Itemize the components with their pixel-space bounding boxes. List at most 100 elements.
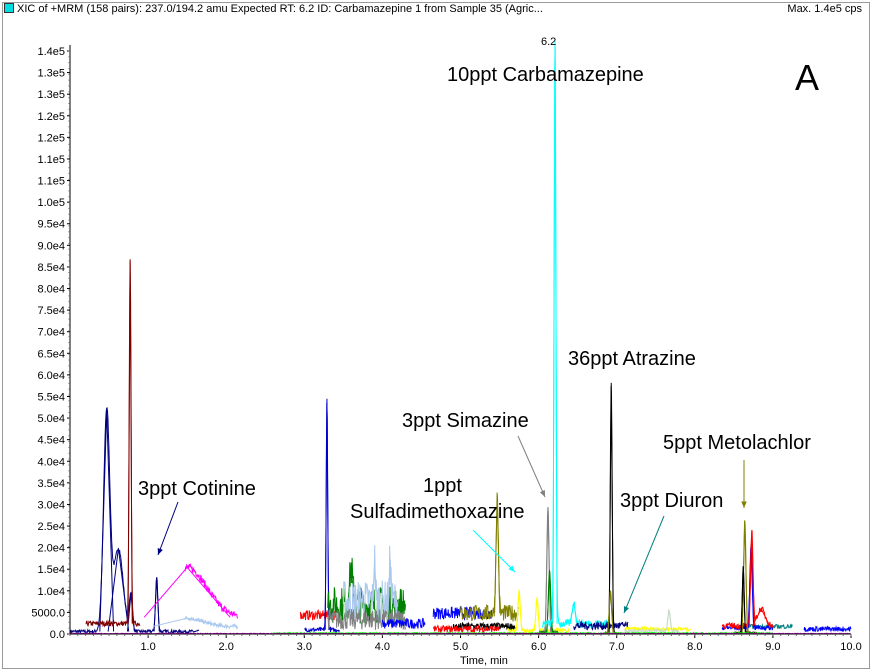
- y-tick-label: 7.5e4: [37, 305, 65, 317]
- x-tick-label: 3.0: [297, 641, 312, 653]
- trace-7-peak-0: [372, 559, 377, 601]
- simazine-arrow-line: [517, 435, 546, 498]
- trace-0-peak-3: [153, 577, 160, 632]
- y-tick-label: 1.2e5: [37, 132, 65, 144]
- y-tick-label: 1.5e4: [37, 564, 65, 576]
- y-tick-label: 3.5e4: [37, 478, 65, 490]
- y-tick-label: 8.5e4: [37, 262, 65, 274]
- y-tick-label: 1.0e4: [37, 586, 65, 598]
- x-tick-label: 7.0: [609, 641, 624, 653]
- max-intensity: Max. 1.4e5 cps: [787, 3, 862, 15]
- y-tick-label: 0.0: [50, 629, 65, 641]
- trace-6: [327, 557, 406, 624]
- trace-17-peak-0: [552, 40, 558, 624]
- x-axis-label: Time, min: [460, 655, 508, 667]
- y-tick-label: 1.3e5: [37, 68, 65, 80]
- cotinine-arrowhead-icon: [157, 548, 163, 555]
- x-tick-label: 4.0: [375, 641, 390, 653]
- y-tick-label: 2.0e4: [37, 543, 65, 555]
- diuron-arrow-line: [623, 515, 665, 614]
- y-tick-label: 5.5e4: [37, 391, 65, 403]
- y-tick-label: 1.4e5: [37, 46, 65, 58]
- y-tick-label: 6.0e4: [37, 370, 65, 382]
- trace-20-peak-0: [607, 591, 614, 633]
- metolachlor-arrowhead-icon: [741, 501, 747, 508]
- trace-2-peak-0: [143, 566, 231, 618]
- trace-11-peak-0: [494, 496, 501, 614]
- annotation-sulfadimethoxazine: Sulfadimethoxazine: [350, 501, 525, 523]
- trace-23: [741, 622, 793, 631]
- trace-1-peak-0: [127, 259, 133, 624]
- trace-17-peak-1: [569, 602, 578, 624]
- trace-19-peak-0: [608, 382, 614, 633]
- peak-rt-label: 6.2: [541, 36, 556, 48]
- trace-26-peak-0: [741, 520, 748, 633]
- trace-22-peak-0: [665, 609, 673, 631]
- trace-0-peak-1: [107, 548, 130, 632]
- trace-9: [381, 617, 426, 629]
- y-tick-label: 1.3e5: [37, 89, 65, 101]
- trace-7-peak-1: [387, 559, 393, 601]
- trace-18: [573, 620, 629, 631]
- trace-16-peak-0: [546, 569, 553, 633]
- y-tick-label: 5.0e4: [37, 413, 65, 425]
- x-tick-label: 1.0: [140, 641, 155, 653]
- annotation-diuron: 3ppt Diuron: [620, 490, 723, 512]
- annotation-1ppt: 1ppt: [423, 475, 462, 497]
- x-tick-label: 5.0: [453, 641, 468, 653]
- annotation-atrazine: 36ppt Atrazine: [568, 348, 696, 370]
- y-tick-label: 8.0e4: [37, 284, 65, 296]
- y-tick-label: 9.5e4: [37, 219, 65, 231]
- trace-25-peak-1: [752, 607, 771, 626]
- y-tick-label: 3.0e4: [37, 499, 65, 511]
- trace-0-peak-0: [99, 410, 115, 632]
- trace-14-peak-0: [515, 591, 523, 631]
- trace-17: [542, 47, 610, 630]
- cotinine-arrow-line: [157, 501, 179, 556]
- sulfadimethoxazine-arrowhead-icon: [508, 565, 515, 572]
- trace-3-peak-0: [152, 617, 222, 627]
- x-tick-label: 9.0: [765, 641, 780, 653]
- diuron-arrowhead-icon: [623, 606, 629, 613]
- trace-8: [327, 608, 406, 631]
- trace-27-peak-0: [740, 566, 746, 633]
- trace-21: [624, 625, 692, 633]
- sulfadimethoxazine-arrow-line: [472, 529, 516, 573]
- trace-0: [69, 406, 200, 635]
- y-tick-label: 5000.0: [31, 607, 65, 619]
- header-bar: XIC of +MRM (158 pairs): 237.0/194.2 amu…: [4, 3, 866, 18]
- header-title: XIC of +MRM (158 pairs): 237.0/194.2 amu…: [17, 3, 543, 15]
- trace-11: [460, 492, 520, 622]
- y-tick-label: 7.0e4: [37, 327, 65, 339]
- annotation-metolachlor: 5ppt Metolachlor: [663, 432, 811, 454]
- y-tick-label: 1.1e5: [37, 154, 65, 166]
- trace-13: [432, 624, 500, 634]
- y-tick-label: 1.1e5: [37, 176, 65, 188]
- trace-3: [184, 615, 239, 630]
- y-tick-label: 9.0e4: [37, 240, 65, 252]
- x-tick-label: 6.0: [531, 641, 546, 653]
- panel-label: A: [795, 57, 819, 98]
- y-tick-label: 4.0e4: [37, 456, 65, 468]
- y-tick-label: 2.5e4: [37, 521, 65, 533]
- trace-28: [803, 625, 852, 633]
- trace-color-swatch-icon: [4, 3, 14, 13]
- y-tick-label: 6.5e4: [37, 348, 65, 360]
- annotation-carbamazepine: 10ppt Carbamazepine: [447, 64, 644, 86]
- trace-15-peak-0: [544, 506, 552, 632]
- trace-12: [452, 621, 516, 632]
- y-tick-label: 4.5e4: [37, 435, 65, 447]
- y-tick-label: 1.0e5: [37, 197, 65, 209]
- annotation-simazine: 3ppt Simazine: [402, 410, 529, 432]
- annotation-cotinine: 3ppt Cotinine: [138, 478, 256, 500]
- trace-2: [184, 562, 238, 619]
- trace-25-peak-0: [748, 529, 755, 626]
- simazine-arrowhead-icon: [539, 490, 545, 497]
- x-tick-label: 2.0: [219, 641, 234, 653]
- trace-14-peak-1: [533, 597, 541, 631]
- y-tick-label: 1.2e5: [37, 111, 65, 123]
- trace-5: [304, 402, 340, 634]
